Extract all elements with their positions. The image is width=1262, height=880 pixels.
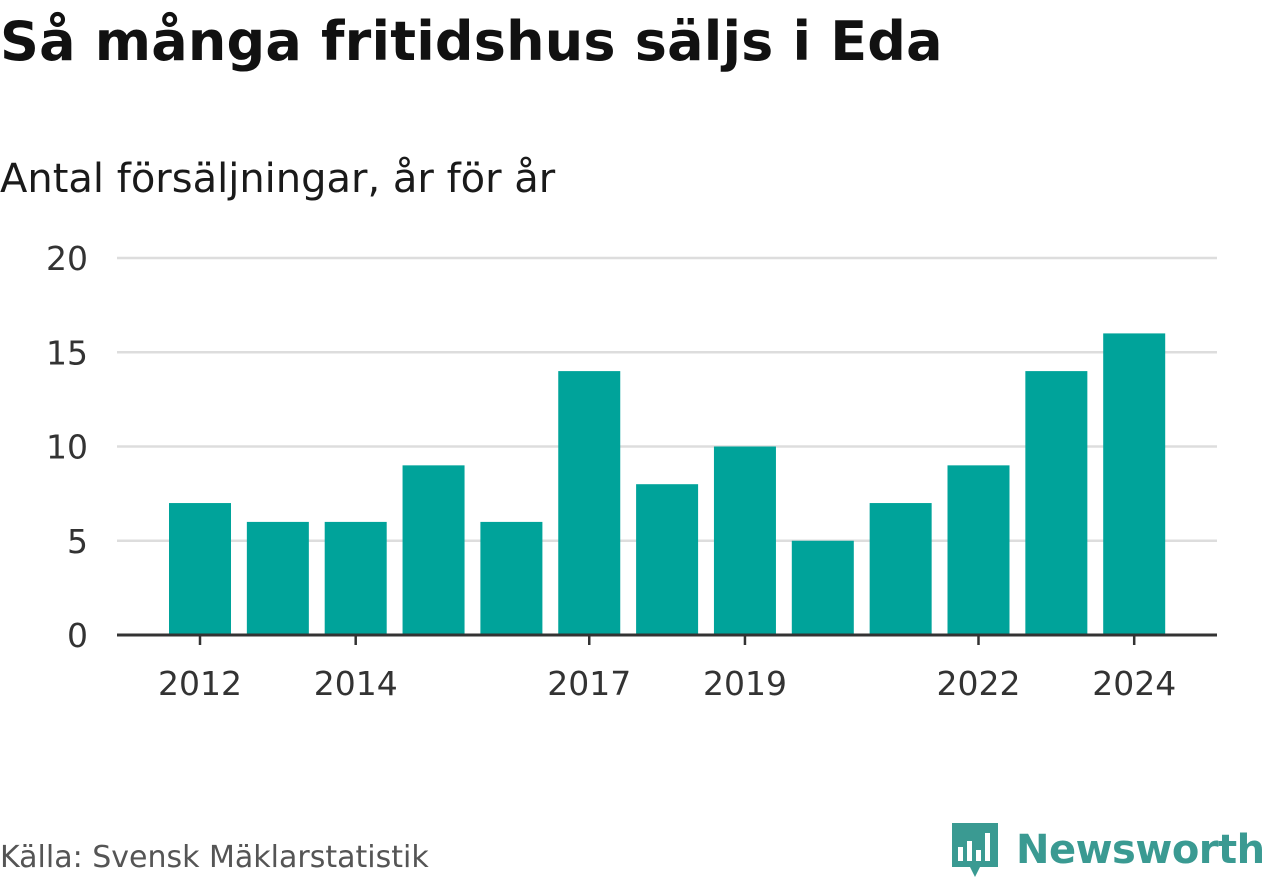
bar-2024 (1103, 333, 1166, 635)
bar-2013 (246, 521, 309, 635)
bar-2019 (713, 446, 776, 635)
y-tick-label-15: 15 (46, 333, 88, 372)
bar-2022 (947, 465, 1010, 635)
newsworthy-logo-icon (952, 823, 998, 877)
y-axis-labels: 0 5 10 15 20 (46, 239, 88, 655)
y-tick-label-0: 0 (67, 616, 88, 655)
source-note: Källa: Svensk Mäklarstatistik (0, 840, 429, 875)
x-tick-label-2022: 2022 (937, 664, 1021, 703)
x-tick-label-2019: 2019 (703, 664, 787, 703)
bar-2016 (480, 521, 543, 635)
x-tick-label-2017: 2017 (547, 664, 631, 703)
x-tick-label-2024: 2024 (1092, 664, 1176, 703)
bar-2012 (169, 503, 231, 635)
bars (169, 333, 1166, 635)
x-axis (117, 633, 1217, 645)
x-tick-label-2012: 2012 (158, 664, 242, 703)
bar-2021 (869, 503, 932, 635)
brand-logo: Newsworthy (950, 820, 1262, 880)
bar-2014 (324, 521, 387, 635)
bar-2020 (791, 540, 854, 635)
chart-title: Så många fritidshus säljs i Eda (0, 10, 943, 73)
bar-2017 (558, 371, 621, 635)
y-tick-label-10: 10 (46, 428, 88, 467)
y-tick-label-5: 5 (67, 522, 88, 561)
x-axis-labels: 2012 2014 2017 2019 2022 2024 (158, 664, 1176, 703)
brand-name: Newsworthy (1016, 827, 1262, 873)
chart-subtitle: Antal försäljningar, år för år (0, 156, 556, 202)
bar-2023 (1025, 371, 1088, 635)
bar-2015 (402, 465, 465, 635)
x-tick-label-2014: 2014 (314, 664, 398, 703)
bar-2018 (636, 484, 699, 635)
y-tick-label-20: 20 (46, 239, 88, 278)
